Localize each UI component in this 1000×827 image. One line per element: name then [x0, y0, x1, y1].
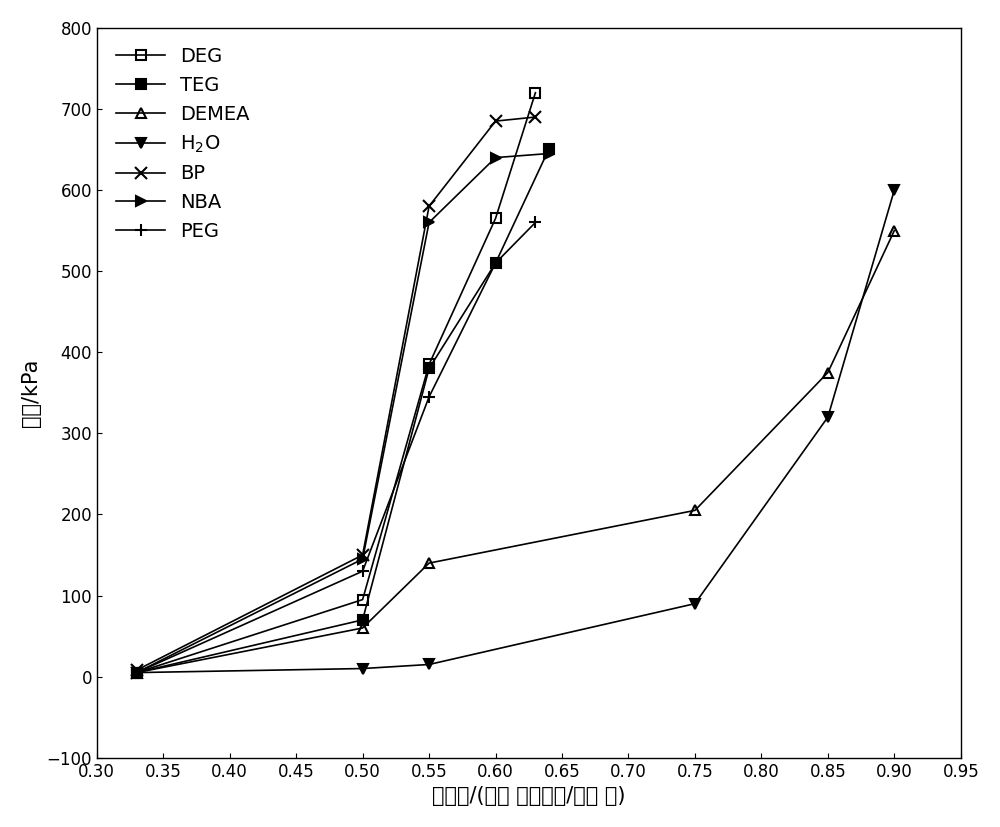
NBA [490, 153, 502, 163]
DEMEA [423, 558, 435, 568]
BP [529, 112, 541, 122]
Line: BP: BP [131, 112, 541, 676]
PEG [131, 667, 143, 677]
Line: DEG: DEG [132, 88, 540, 677]
DEG [423, 360, 435, 370]
PEG [357, 566, 369, 576]
DEMEA [822, 367, 834, 377]
DEMEA [888, 226, 900, 236]
BP [423, 201, 435, 211]
DEG [357, 595, 369, 605]
H$_2$O [423, 659, 435, 669]
TEG [490, 258, 502, 268]
DEG [490, 213, 502, 223]
NBA [543, 149, 555, 159]
NBA [131, 667, 143, 677]
NBA [357, 554, 369, 564]
DEG [529, 88, 541, 98]
Y-axis label: 压力/kPa: 压力/kPa [21, 359, 41, 427]
Line: H$_2$O: H$_2$O [132, 185, 899, 677]
PEG [490, 258, 502, 268]
TEG [423, 364, 435, 374]
Line: DEMEA: DEMEA [132, 226, 899, 677]
X-axis label: 吸收量/(摩尔 二氧化碳/摩尔 胺): 吸收量/(摩尔 二氧化碳/摩尔 胺) [432, 786, 626, 806]
H$_2$O [689, 599, 701, 609]
Legend: DEG, TEG, DEMEA, H$_2$O, BP, NBA, PEG: DEG, TEG, DEMEA, H$_2$O, BP, NBA, PEG [106, 37, 260, 251]
H$_2$O [822, 412, 834, 422]
PEG [529, 218, 541, 227]
H$_2$O [131, 667, 143, 677]
Line: PEG: PEG [130, 216, 542, 679]
BP [490, 116, 502, 126]
BP [131, 665, 143, 675]
BP [357, 550, 369, 560]
DEMEA [131, 667, 143, 677]
H$_2$O [888, 185, 900, 195]
DEMEA [689, 505, 701, 515]
DEG [131, 667, 143, 677]
TEG [357, 615, 369, 625]
H$_2$O [357, 663, 369, 673]
Line: NBA: NBA [132, 149, 554, 677]
TEG [543, 145, 555, 155]
PEG [423, 392, 435, 402]
TEG [131, 667, 143, 677]
Line: TEG: TEG [132, 145, 554, 677]
DEMEA [357, 623, 369, 633]
NBA [423, 218, 435, 227]
